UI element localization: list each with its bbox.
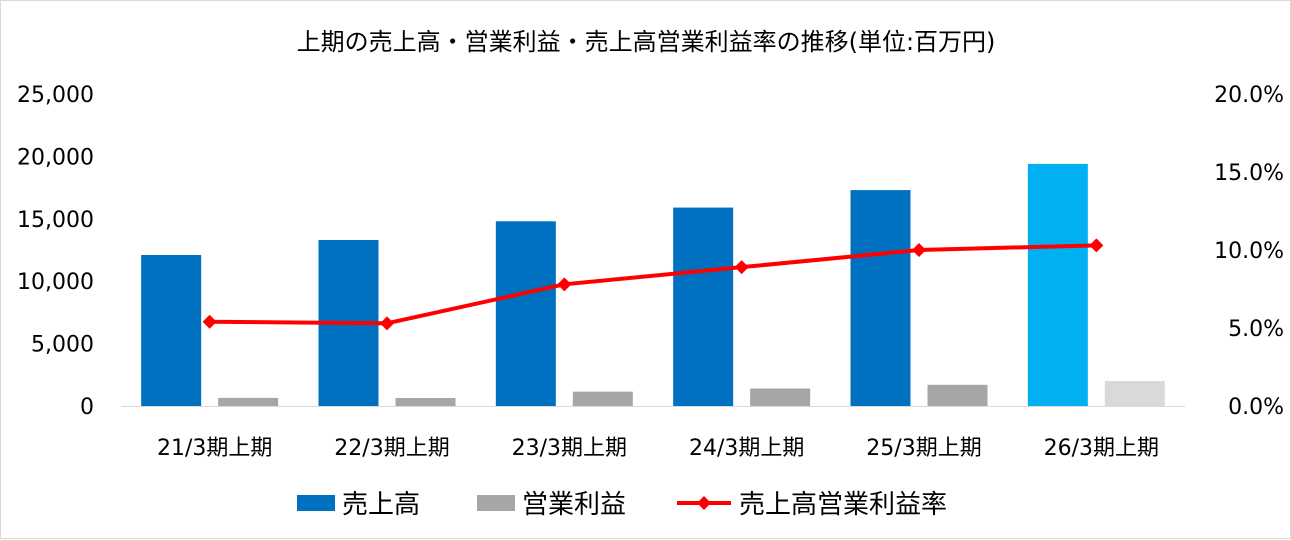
left-axis-tick-label: 10,000 <box>17 270 94 295</box>
bar-sales <box>673 207 734 406</box>
x-axis-tick-label: 24/3期上期 <box>689 436 804 461</box>
bar-sales <box>141 254 202 406</box>
right-axis-tick-label: 0.0% <box>1228 395 1284 420</box>
chart-title: 上期の売上高・営業利益・売上高営業利益率の推移(単位:百万円) <box>297 28 996 56</box>
line-point-marker <box>380 316 394 331</box>
bar-operating-profit <box>1104 381 1165 406</box>
left-axis-tick-label: 20,000 <box>17 145 94 170</box>
legend-label: 売上高 <box>342 490 420 520</box>
left-axis-tick-label: 0 <box>80 395 94 420</box>
line-point-marker <box>557 277 572 292</box>
legend-label: 営業利益 <box>522 490 626 520</box>
legend-swatch <box>477 495 515 511</box>
line-point-marker <box>1089 238 1104 253</box>
bar-sales <box>850 190 911 406</box>
bar-operating-profit <box>927 384 988 406</box>
legend-label: 売上高営業利益率 <box>739 490 947 520</box>
line-point-marker <box>912 243 926 257</box>
bar-sales <box>495 221 556 406</box>
legend-swatch <box>297 495 335 511</box>
legend-swatch-marker <box>697 496 711 510</box>
right-axis-tick-label: 20.0% <box>1214 83 1284 108</box>
left-axis-tick-label: 25,000 <box>17 83 94 108</box>
line-point-marker <box>202 314 217 329</box>
line-operating-margin <box>209 243 1097 326</box>
right-axis-tick-label: 10.0% <box>1214 239 1284 264</box>
x-axis-tick-label: 21/3期上期 <box>157 436 272 461</box>
x-axis-tick-label: 26/3期上期 <box>1044 436 1159 461</box>
line-point-marker <box>734 260 749 275</box>
x-axis-tick-label: 22/3期上期 <box>334 436 449 461</box>
left-axis-tick-label: 15,000 <box>17 208 94 233</box>
bar-operating-profit <box>218 397 279 406</box>
right-axis-tick-label: 15.0% <box>1214 161 1284 186</box>
right-axis-tick-label: 5.0% <box>1228 317 1284 342</box>
bar-operating-profit <box>750 388 811 406</box>
x-axis-tick-label: 23/3期上期 <box>512 436 627 461</box>
bar-sales <box>1027 163 1088 406</box>
bar-operating-profit <box>572 391 633 406</box>
bar-operating-profit <box>395 398 456 406</box>
x-axis-tick-label: 25/3期上期 <box>866 436 981 461</box>
left-axis-tick-label: 5,000 <box>31 333 94 358</box>
